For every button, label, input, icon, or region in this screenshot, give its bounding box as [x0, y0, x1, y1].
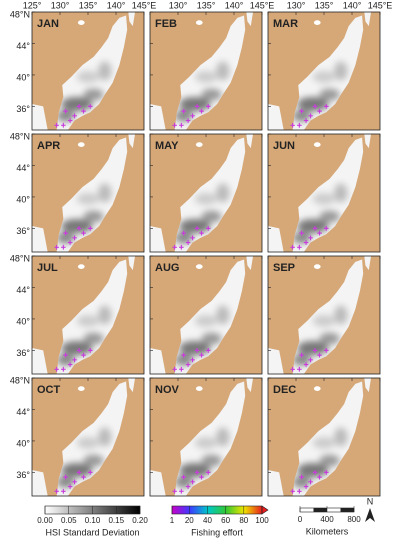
- hsi-tick-label: 0.20: [132, 516, 148, 525]
- hsi-tick-label: 0.15: [108, 516, 124, 525]
- lon-label: 130°: [51, 0, 70, 10]
- scale-tick-label: 800: [347, 515, 361, 524]
- map-panel: NOV: [149, 377, 263, 497]
- month-label: MAY: [155, 140, 179, 152]
- scale-bar-segment: [340, 508, 354, 512]
- lon-label: 135°: [197, 0, 216, 10]
- lon-label: 145°E: [368, 0, 393, 10]
- map-panel: JUL 48°N 44° 40° 36°: [10, 253, 145, 375]
- month-label: AUG: [155, 262, 179, 274]
- lon-label: 130°: [287, 0, 306, 10]
- effort-tick-label: 60: [221, 516, 230, 525]
- map-panel: JAN 48°N 44° 40° 36° 125° 130° 135° 140° 145°E: [10, 0, 157, 131]
- month-label: APR: [37, 140, 60, 152]
- lon-label: 140°: [225, 0, 244, 10]
- lat-label: 44°: [16, 285, 30, 295]
- map-panel: SEP: [267, 255, 381, 375]
- effort-arrow: [261, 505, 269, 515]
- month-label: JAN: [37, 18, 59, 30]
- effort-tick-label: 100: [255, 516, 269, 525]
- lat-label: 48°N: [10, 9, 30, 19]
- lat-label: 36°: [16, 104, 30, 114]
- effort-tick-label: 80: [239, 516, 248, 525]
- map-panel: FEB 130° 135° 140° 145°E: [149, 0, 275, 131]
- lon-label: 130°: [169, 0, 188, 10]
- lat-label: 36°: [16, 348, 30, 358]
- lon-label: 140°: [343, 0, 362, 10]
- lat-label: 48°N: [10, 253, 30, 263]
- scale-tick-label: 400: [320, 515, 334, 524]
- month-label: OCT: [37, 384, 61, 396]
- map-panel: DEC: [267, 377, 381, 497]
- month-label: FEB: [155, 18, 177, 30]
- lat-label: 36°: [16, 470, 30, 480]
- lat-label: 44°: [16, 163, 30, 173]
- effort-colorbar: [171, 505, 263, 515]
- lat-label: 48°N: [10, 131, 30, 141]
- month-label: JUN: [273, 140, 295, 152]
- lat-label: 40°: [16, 194, 30, 204]
- effort-tick-label: 1: [170, 516, 175, 525]
- month-label: JUL: [37, 262, 58, 274]
- legends: 0.00 0.05 0.10 0.15 0.20 HSI Standard Deviati…: [37, 496, 375, 537]
- month-label: SEP: [273, 262, 295, 274]
- lat-label: 36°: [16, 226, 30, 236]
- lat-label: 44°: [16, 41, 30, 51]
- scale-bar-segment: [313, 508, 327, 512]
- lon-label: 125°: [23, 0, 42, 10]
- effort-tick-label: 40: [203, 516, 212, 525]
- map-panel: OCT 48°N 44° 40° 36°: [10, 375, 145, 497]
- month-label: DEC: [273, 384, 296, 396]
- hsi-tick-label: 0.00: [37, 516, 53, 525]
- map-panel: JUN: [267, 133, 381, 253]
- effort-title: Fishing effort: [191, 527, 243, 537]
- month-label: NOV: [155, 384, 180, 396]
- lat-label: 40°: [16, 438, 30, 448]
- hsi-tick-label: 0.05: [61, 516, 77, 525]
- map-panel: AUG: [149, 255, 263, 375]
- lon-label: 140°: [107, 0, 126, 10]
- lon-label: 145°E: [132, 0, 157, 10]
- lon-label: 135°: [315, 0, 334, 10]
- lat-label: 48°N: [10, 375, 30, 385]
- hsi-title: HSI Standard Deviation: [45, 527, 139, 537]
- map-panel: MAY: [149, 133, 263, 253]
- lat-label: 40°: [16, 72, 30, 82]
- lon-label: 145°E: [250, 0, 275, 10]
- north-arrow: [365, 508, 375, 522]
- map-panel: APR 48°N 44° 40° 36°: [10, 131, 145, 253]
- lat-label: 44°: [16, 407, 30, 417]
- scale-title: Kilometers: [306, 526, 349, 536]
- scale-tick-label: 0: [298, 515, 303, 524]
- north-label: N: [367, 496, 374, 506]
- month-label: MAR: [273, 18, 298, 30]
- map-panel: MAR 130° 135° 140° 145°E: [267, 0, 393, 131]
- hsi-tick-label: 0.10: [85, 516, 101, 525]
- lat-label: 40°: [16, 316, 30, 326]
- lon-label: 135°: [79, 0, 98, 10]
- effort-tick-label: 20: [185, 516, 194, 525]
